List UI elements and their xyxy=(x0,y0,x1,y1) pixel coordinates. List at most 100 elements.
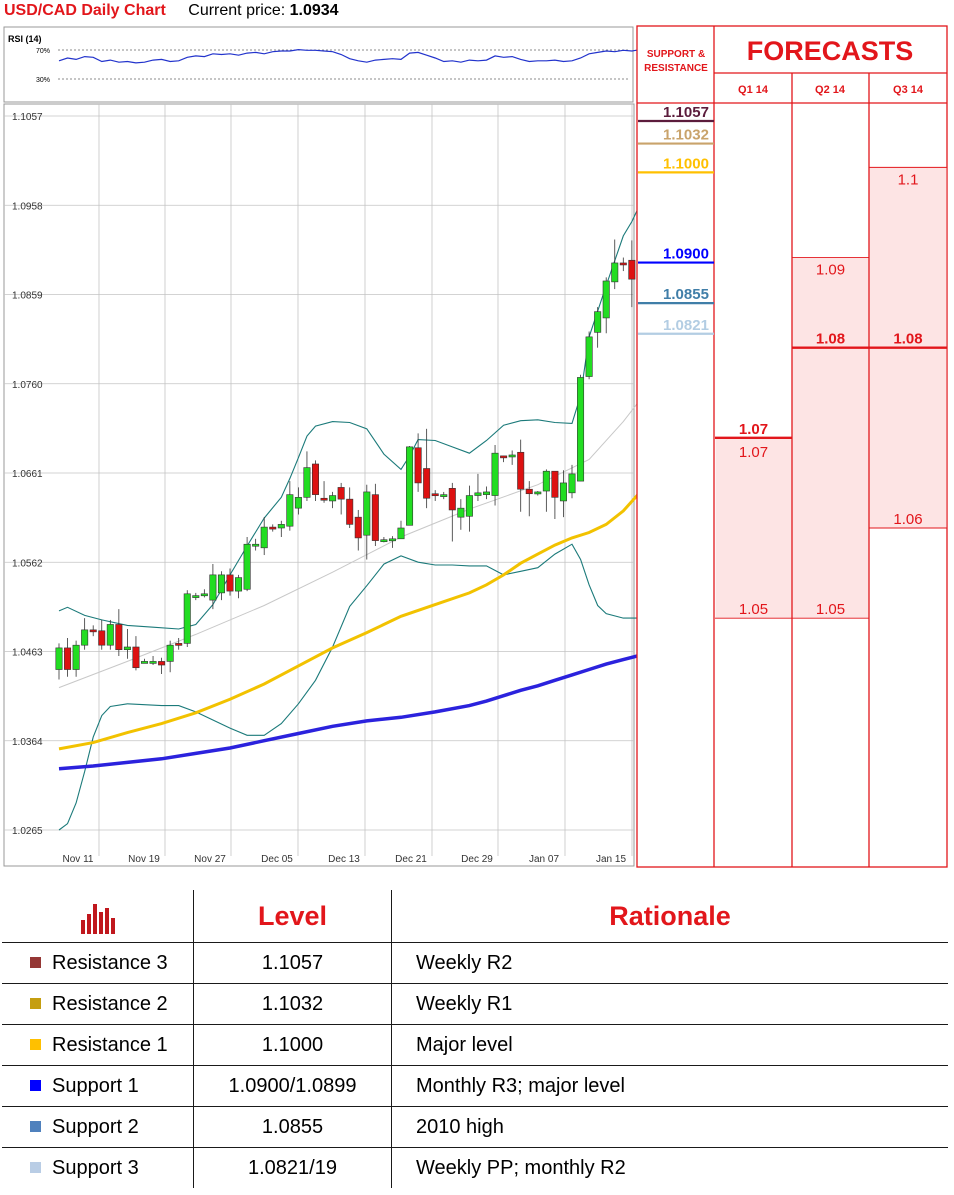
candle xyxy=(628,240,636,308)
quarter-q1: Q1 14 xyxy=(738,84,769,96)
candle-body xyxy=(64,647,72,670)
candle-body xyxy=(628,259,636,280)
candle xyxy=(491,445,499,506)
candle xyxy=(465,485,473,532)
candle xyxy=(123,628,131,659)
candle-body xyxy=(414,447,422,484)
table-row: Resistance 1 1.1000 Major level xyxy=(2,1024,948,1066)
y-tick-label: 1.0760 xyxy=(12,380,43,391)
y-tick-label: 1.0265 xyxy=(12,826,43,837)
candle xyxy=(320,481,328,503)
level-rationale: Weekly R2 xyxy=(391,942,948,984)
candle xyxy=(252,538,260,551)
forecast-high-label: 1.07 xyxy=(739,444,768,461)
candle xyxy=(141,658,149,664)
candle-body xyxy=(346,498,354,525)
candle xyxy=(269,524,277,532)
level-rationale: Weekly PP; monthly R2 xyxy=(391,1147,948,1188)
y-tick-label: 1.0463 xyxy=(12,648,43,659)
candle-body xyxy=(81,629,89,646)
x-tick-label: Dec 13 xyxy=(328,854,360,865)
rationale-header: Rationale xyxy=(391,890,948,943)
y-tick-label: 1.0958 xyxy=(12,201,43,212)
forecast-high-label: 1.09 xyxy=(816,262,845,279)
level-rationale: Monthly R3; major level xyxy=(391,1065,948,1107)
x-tick-label: Nov 11 xyxy=(63,854,94,865)
rsi-label: RSI (14) xyxy=(8,34,42,44)
x-tick-label: Nov 19 xyxy=(128,854,160,865)
rsi-30-label: 30% xyxy=(36,77,50,84)
candle xyxy=(388,536,396,548)
candle xyxy=(559,470,567,518)
candle-body xyxy=(585,336,593,377)
candle xyxy=(260,517,268,556)
rsi-panel: RSI (14) 70% 30% xyxy=(3,26,650,103)
candle-body xyxy=(440,494,448,497)
candle-body xyxy=(158,661,166,666)
candles xyxy=(55,212,653,680)
candle xyxy=(354,509,362,551)
level-name: Resistance 3 xyxy=(52,951,168,974)
candle-body xyxy=(482,491,490,495)
bar-icon-cell xyxy=(2,890,194,943)
x-tick-label: Dec 21 xyxy=(395,854,427,865)
level-value: 1.1000 xyxy=(193,1024,392,1066)
candle-body xyxy=(72,644,80,670)
candle-body xyxy=(106,624,114,646)
candle xyxy=(423,428,431,509)
candle-body xyxy=(577,377,585,482)
level-value: 1.0900/1.0899 xyxy=(193,1065,392,1107)
level-name-cell: Resistance 3 xyxy=(2,942,194,984)
forecast-main-label: 1.08 xyxy=(816,331,845,348)
level-rationale: 2010 high xyxy=(391,1106,948,1148)
sr-level-label: 1.0821 xyxy=(663,317,709,334)
candle xyxy=(346,487,354,528)
sr-level-label: 1.1032 xyxy=(663,127,709,144)
candle xyxy=(158,657,166,675)
y-tick-label: 1.1057 xyxy=(12,112,43,123)
candle xyxy=(55,643,63,680)
candle-body xyxy=(337,487,345,500)
candle-body xyxy=(457,507,465,518)
candle-body xyxy=(209,574,217,601)
candle-body xyxy=(329,495,337,502)
current-price-label: Current price: xyxy=(188,2,286,19)
sr-level-label: 1.1057 xyxy=(663,104,709,121)
sr-header: SUPPORT & RESISTANCE xyxy=(644,49,708,74)
price-chart: RSI (14) 70% 30% 1.1057 1.0958 1.0859 1.076… xyxy=(3,25,948,868)
candle-body xyxy=(388,538,396,542)
candle xyxy=(568,464,576,499)
candle-body xyxy=(320,497,328,501)
candle xyxy=(517,439,525,512)
candle xyxy=(311,460,319,501)
candle-body xyxy=(354,516,362,539)
forecast-title: FORECASTS xyxy=(747,36,914,66)
x-tick-label: Jan 07 xyxy=(529,854,559,865)
bar-chart-icon xyxy=(80,904,115,934)
chart-header: USD/CAD Daily Chart Current price: 1.093… xyxy=(4,0,339,24)
candle-body xyxy=(559,482,567,502)
x-tick-label: Dec 05 xyxy=(261,854,293,865)
candle xyxy=(619,257,627,272)
x-tick-label: Nov 27 xyxy=(194,854,226,865)
candle xyxy=(457,499,465,530)
candle xyxy=(508,450,516,465)
candle-body xyxy=(551,470,559,498)
candle-body xyxy=(252,543,260,547)
color-swatch xyxy=(30,956,41,968)
candle-body xyxy=(619,262,627,266)
candle xyxy=(217,571,225,601)
forecast-range-fill xyxy=(715,437,792,619)
candle-body xyxy=(243,543,251,590)
forecast-main-label: 1.08 xyxy=(893,331,922,348)
x-axis: Nov 11 Nov 19 Nov 27 Dec 05 Dec 13 Dec 21 Dec … xyxy=(63,854,627,865)
level-value: 1.1032 xyxy=(193,983,392,1025)
candle xyxy=(72,640,80,677)
candle xyxy=(243,537,251,592)
rsi-frame xyxy=(3,26,634,103)
candle xyxy=(406,445,414,526)
forecast-high-label: 1.1 xyxy=(898,171,919,188)
y-tick-label: 1.0859 xyxy=(12,291,43,302)
y-axis: 1.1057 1.0958 1.0859 1.0760 1.0661 1.0562 1.04… xyxy=(12,112,43,837)
candle-body xyxy=(269,526,277,530)
